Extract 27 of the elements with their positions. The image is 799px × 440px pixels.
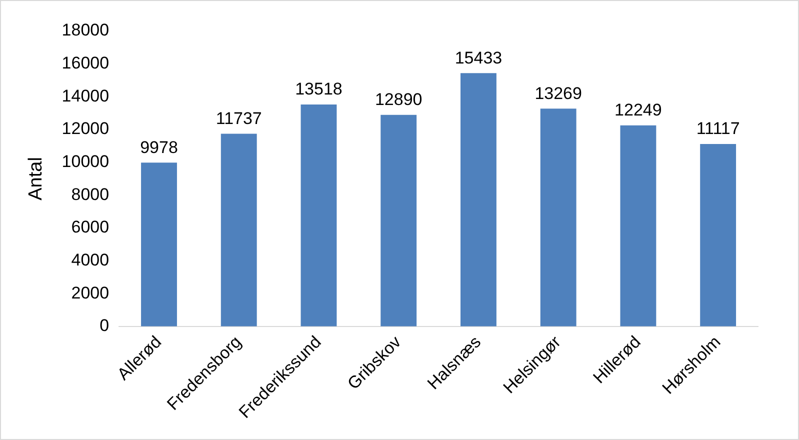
y-tick-label: 12000 <box>62 119 110 138</box>
data-label: 12249 <box>614 100 662 120</box>
bar <box>540 108 576 326</box>
y-tick-label: 4000 <box>71 250 110 270</box>
y-tick-label: 10000 <box>62 152 110 171</box>
y-tick-label: 16000 <box>62 54 110 73</box>
y-axis-title: Antal <box>26 157 47 200</box>
data-label: 12890 <box>374 90 422 110</box>
bar <box>220 134 257 326</box>
bar <box>700 144 736 326</box>
bar <box>141 162 177 326</box>
bar <box>460 73 496 326</box>
bar <box>620 125 656 326</box>
data-label: 11737 <box>216 108 262 128</box>
data-label: 13269 <box>534 84 582 103</box>
y-tick-label: 6000 <box>71 218 110 237</box>
y-tick-label: 18000 <box>62 20 110 40</box>
bar <box>380 114 417 326</box>
data-label: 11117 <box>696 119 740 138</box>
data-label: 15433 <box>454 48 502 68</box>
y-tick-label: 2000 <box>71 283 110 302</box>
y-tick-label: 8000 <box>71 184 110 204</box>
data-label: 13518 <box>295 80 342 99</box>
y-tick-label: 0 <box>100 316 110 336</box>
data-label: 9978 <box>140 138 178 157</box>
y-tick-label: 14000 <box>62 86 110 106</box>
bar <box>300 104 337 326</box>
